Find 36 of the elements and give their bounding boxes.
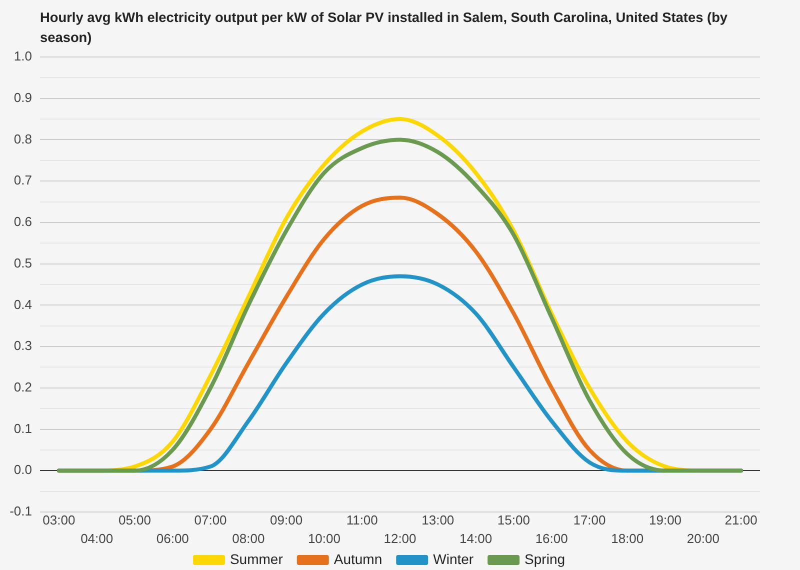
y-tick-label: 0.7 <box>14 172 32 188</box>
y-tick-label: 0.1 <box>14 420 32 436</box>
x-tick-label: 13:00 <box>422 512 454 528</box>
y-tick-label: 0.6 <box>14 214 32 230</box>
x-tick-label: 18:00 <box>611 530 644 546</box>
x-tick-label: 07:00 <box>194 512 227 528</box>
legend-label: Summer <box>230 550 284 567</box>
x-tick-label: 15:00 <box>497 512 530 528</box>
x-tick-label: 05:00 <box>118 512 152 528</box>
y-tick-label: 0.0 <box>14 462 32 478</box>
x-tick-label: 19:00 <box>648 512 682 528</box>
x-tick-label: 04:00 <box>80 530 114 546</box>
y-tick-label: 1.0 <box>14 48 32 64</box>
x-tick-label: 16:00 <box>535 530 568 546</box>
x-tick-label: 10:00 <box>308 530 340 546</box>
y-tick-label: 0.2 <box>14 379 32 394</box>
legend-label: Winter <box>433 550 474 567</box>
legend-label: Autumn <box>334 550 382 567</box>
x-tick-label: 09:00 <box>270 512 303 528</box>
x-tick-label: 12:00 <box>384 530 416 546</box>
x-tick-label: 21:00 <box>724 512 758 528</box>
x-tick-label: 17:00 <box>573 512 606 528</box>
chart-title: Hourly avg kWh electricity output per kW of Solar PV installed in Salem, South Carolina, United States (by season) <box>40 9 729 47</box>
y-tick-label: 0.9 <box>14 90 32 105</box>
legend-label: Spring <box>524 550 566 567</box>
x-tick-label: 14:00 <box>460 530 492 546</box>
x-tick-label: 11:00 <box>346 512 378 528</box>
y-tick-label: 0.5 <box>14 255 32 270</box>
x-tick-label: 20:00 <box>686 530 720 546</box>
y-tick-label: 0.3 <box>14 338 32 354</box>
y-tick-label: 0.8 <box>14 131 32 146</box>
x-tick-label: 03:00 <box>42 512 76 528</box>
x-tick-label: 08:00 <box>232 530 265 546</box>
y-tick-label: -0.1 <box>10 504 32 519</box>
y-tick-label: 0.4 <box>14 296 32 312</box>
x-tick-label: 06:00 <box>156 530 189 546</box>
